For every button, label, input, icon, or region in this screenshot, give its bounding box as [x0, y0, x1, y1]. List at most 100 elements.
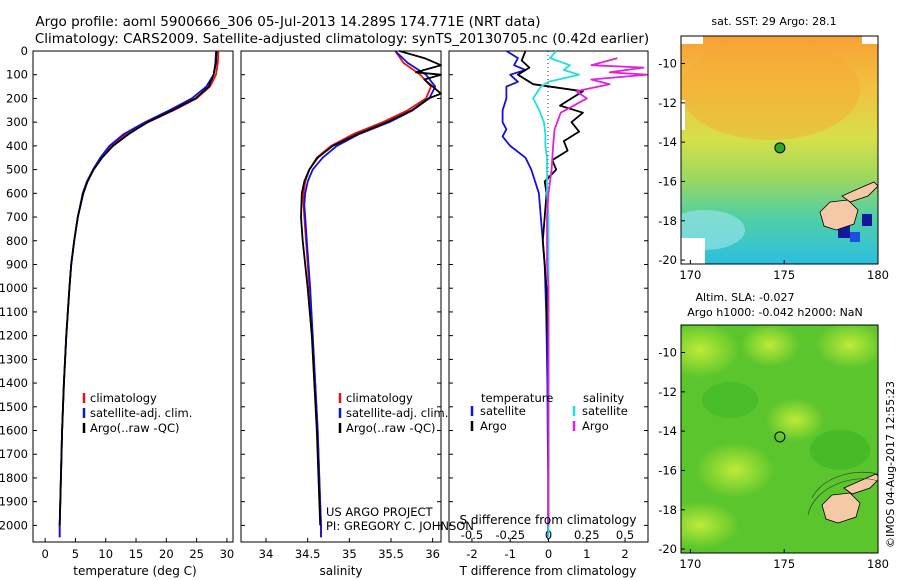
- sla-map-panel: Altim. SLA: -0.027 Argo h1000: -0.042 h2…: [658, 291, 889, 571]
- salinity-panel: 34 34.5 35 35.5 36 salinity climatology sate…: [240, 50, 474, 578]
- sla-map-lat-label: -16: [658, 463, 677, 477]
- land-viti-levu: [821, 492, 861, 524]
- difference-x-label: T difference from climatology: [459, 564, 637, 578]
- legend-title-salinity: salinity: [583, 391, 624, 405]
- sst-missing-right: [862, 36, 878, 44]
- salinity-x-tick-label: 34.5: [295, 547, 321, 561]
- sla-map-lat-label: -18: [658, 503, 677, 517]
- salinity-argo-line: [300, 50, 442, 526]
- temperature-x-tick-label: 25: [189, 547, 204, 561]
- salinity-x-axis: 34 34.5 35 35.5 36: [259, 538, 440, 561]
- temperature-climatology-line: [58, 50, 220, 538]
- temperature-diff-argo-line: [517, 50, 584, 526]
- salinity-x-tick-label: 36: [425, 547, 440, 561]
- sst-map-lat-label: -20: [658, 253, 677, 267]
- difference-legend-salinity: salinity satellite Argo: [572, 391, 628, 433]
- legend-label-climatology: climatology: [90, 391, 157, 405]
- sst-map-lat-label: -16: [658, 174, 677, 188]
- temperature-x-tick-label: 15: [129, 547, 144, 561]
- sla-high-blob: [765, 398, 825, 442]
- sst-map-title: sat. SST: 29 Argo: 28.1: [711, 15, 836, 28]
- sst-cold-cell: [850, 232, 860, 242]
- sst-cold-cell: [838, 226, 850, 238]
- depth-tick-label: 1100: [0, 305, 28, 319]
- sla-map-lon-label: 175: [773, 557, 795, 571]
- depth-tick-label: 1600: [0, 424, 28, 438]
- legend-label-s-argo: Argo: [582, 419, 609, 433]
- legend-label-satellite: satellite-adj. clim.: [90, 406, 192, 420]
- temperature-x-tick-label: 10: [98, 547, 113, 561]
- sst-warm-patch: [681, 40, 860, 140]
- depth-tick-label: 1700: [0, 447, 28, 461]
- legend-label-climatology: climatology: [346, 391, 413, 405]
- depth-tick-label: 800: [6, 234, 28, 248]
- depth-tick-label: 900: [6, 257, 28, 271]
- sla-map-frame: [680, 324, 879, 554]
- depth-tick-label: 500: [6, 163, 28, 177]
- temperature-satellite-line: [58, 50, 217, 538]
- bathymetry-contour: [811, 472, 878, 499]
- credit-pi: PI: GREGORY C. JOHNSON: [326, 519, 474, 533]
- sla-map-title: Altim. SLA: -0.027: [695, 291, 794, 304]
- depth-tick-label: 300: [6, 115, 28, 129]
- sla-map-lon-label: 180: [867, 557, 889, 571]
- depth-tick-label: 200: [6, 91, 28, 105]
- sst-map-frame: [680, 35, 879, 265]
- depth-tick-label: 1000: [0, 281, 28, 295]
- salinity-depth-ticks: [241, 50, 441, 526]
- salinity-x-tick-label: 35: [342, 547, 357, 561]
- depth-tick-label: 600: [6, 186, 28, 200]
- salinity-diff-argo-line: [546, 57, 648, 526]
- sla-map-axes: 170 175 180 -10 -12 -14 -16 -18 -20: [658, 346, 889, 571]
- temperature-plot-frame: [32, 50, 234, 543]
- temperature-diff-x-tick-label: 0: [545, 547, 552, 561]
- sst-map-lat-label: -14: [658, 135, 677, 149]
- temperature-diff-x-tick-label: 2: [621, 547, 628, 561]
- land-viti-levu: [819, 199, 859, 231]
- legend-label-t-argo: Argo: [480, 419, 507, 433]
- sst-map-field: [681, 36, 878, 264]
- temperature-legend: climatology satellite-adj. clim. Argo(..…: [82, 391, 192, 435]
- salinity-diff-x-tick-label: 0.5: [616, 528, 634, 542]
- salinity-diff-x-tick-label: 0.25: [574, 528, 600, 542]
- sla-map-lat-label: -10: [658, 346, 677, 360]
- sla-high-blob: [815, 325, 878, 369]
- difference-depth-ticks: [449, 50, 648, 526]
- legend-label-t-satellite: satellite: [480, 404, 526, 418]
- argo-position-marker: [774, 431, 786, 443]
- sla-high-blob: [695, 442, 775, 498]
- temperature-x-tick-label: 20: [159, 547, 174, 561]
- sst-cold-cell: [862, 214, 872, 226]
- sla-map-subtitle: Argo h1000: -0.042 h2000: NaN: [687, 306, 863, 319]
- salinity-plot-frame: [240, 50, 442, 543]
- legend-label-argo: Argo(..raw -QC): [90, 421, 180, 435]
- sst-map-lon-label: 175: [773, 268, 795, 282]
- depth-tick-label: 1200: [0, 329, 28, 343]
- temperature-x-axis: 0 5 10 15 20 25 30: [41, 538, 234, 561]
- temperature-diff-x-tick-label: -2: [466, 547, 477, 561]
- salinity-diff-x-tick-label: -0.25: [495, 528, 525, 542]
- salinity-legend: climatology satellite-adj. clim. Argo(..…: [338, 391, 448, 435]
- temperature-x-tick-label: 5: [72, 547, 79, 561]
- salinity-x-tick-label: 35.5: [378, 547, 404, 561]
- salinity-x-tick-label: 34: [259, 547, 274, 561]
- salinity-climatology-line: [302, 50, 432, 538]
- temperature-diff-satellite-line: [501, 50, 549, 538]
- temperature-x-label: temperature (deg C): [73, 564, 196, 578]
- depth-tick-label: 2000: [0, 518, 28, 532]
- temperature-argo-line: [58, 50, 218, 526]
- sla-high-blob: [740, 325, 800, 367]
- temperature-diff-x-tick-label: -1: [504, 547, 515, 561]
- temperature-x-tick-label: 0: [41, 547, 48, 561]
- header-line1: Argo profile: aoml 5900666_306 05-Jul-20…: [35, 14, 540, 30]
- salinity-diff-x-tick-label: -0.5: [461, 528, 483, 542]
- depth-tick-label: 400: [6, 139, 28, 153]
- temperature-panel: 0100200300400500600700800900100011001200…: [0, 44, 234, 578]
- credit-project: US ARGO PROJECT: [326, 505, 434, 519]
- sst-map-panel: sat. SST: 29 Argo: 28.1 170 175 180 -10 -12 -…: [658, 15, 889, 282]
- depth-tick-label: 1400: [0, 376, 28, 390]
- sst-map-lon-label: 180: [867, 268, 889, 282]
- temperature-x-tick-label: 30: [220, 547, 235, 561]
- difference-panel: -2 -1 0 1 2-0.5 -0.25 0 0.25 0.5 T difference fr…: [448, 50, 649, 578]
